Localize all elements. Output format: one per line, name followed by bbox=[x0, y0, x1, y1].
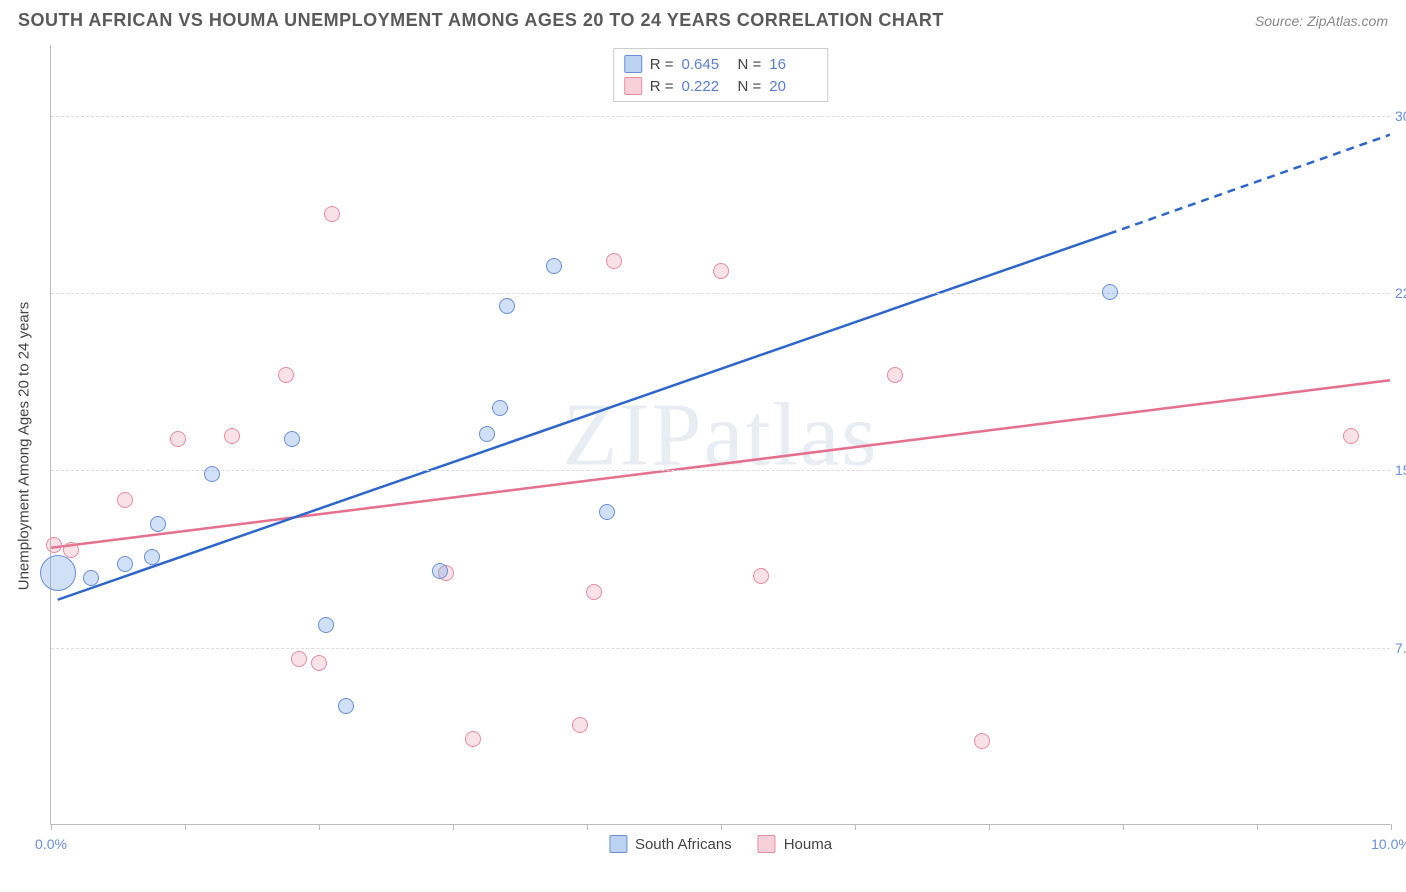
x-tick bbox=[1391, 824, 1392, 830]
legend-series-label: Houma bbox=[784, 836, 832, 853]
gridline-h bbox=[51, 293, 1390, 294]
data-point-south_africans bbox=[83, 570, 99, 586]
data-point-south_africans bbox=[599, 504, 615, 520]
data-point-houma bbox=[324, 206, 340, 222]
gridline-h bbox=[51, 116, 1390, 117]
data-point-south_africans bbox=[40, 555, 76, 591]
x-tick bbox=[989, 824, 990, 830]
gridline-h bbox=[51, 648, 1390, 649]
legend-series-item: Houma bbox=[758, 835, 832, 853]
data-point-houma bbox=[46, 537, 62, 553]
data-point-houma bbox=[117, 492, 133, 508]
chart-source: Source: ZipAtlas.com bbox=[1255, 13, 1388, 29]
data-point-houma bbox=[572, 717, 588, 733]
chart-header: SOUTH AFRICAN VS HOUMA UNEMPLOYMENT AMON… bbox=[18, 10, 1388, 31]
legend-swatch bbox=[624, 77, 642, 95]
y-tick-label: 7.5% bbox=[1395, 640, 1406, 656]
legend-correlation-row: R = 0.222 N = 20 bbox=[624, 75, 818, 97]
data-point-houma bbox=[63, 542, 79, 558]
data-point-south_africans bbox=[479, 426, 495, 442]
chart-title: SOUTH AFRICAN VS HOUMA UNEMPLOYMENT AMON… bbox=[18, 10, 944, 31]
legend-r-value: 0.645 bbox=[682, 56, 730, 73]
x-tick bbox=[587, 824, 588, 830]
legend-series: South Africans Houma bbox=[609, 835, 832, 853]
x-tick bbox=[855, 824, 856, 830]
data-point-houma bbox=[974, 733, 990, 749]
x-tick bbox=[721, 824, 722, 830]
data-point-houma bbox=[1343, 428, 1359, 444]
legend-r-label: R = bbox=[650, 56, 674, 73]
legend-n-value: 20 bbox=[769, 78, 817, 95]
trend-lines-svg bbox=[51, 45, 1390, 824]
data-point-houma bbox=[586, 584, 602, 600]
data-point-houma bbox=[465, 731, 481, 747]
data-point-south_africans bbox=[204, 466, 220, 482]
y-tick-label: 15.0% bbox=[1395, 462, 1406, 478]
trend-line bbox=[51, 380, 1390, 548]
data-point-houma bbox=[224, 428, 240, 444]
data-point-south_africans bbox=[318, 617, 334, 633]
data-point-houma bbox=[170, 431, 186, 447]
x-tick bbox=[51, 824, 52, 830]
data-point-south_africans bbox=[1102, 284, 1118, 300]
data-point-houma bbox=[291, 651, 307, 667]
x-tick-label: 0.0% bbox=[35, 836, 67, 852]
legend-correlation: R = 0.645 N = 16 R = 0.222 N = 20 bbox=[613, 48, 829, 102]
trend-line bbox=[58, 234, 1109, 600]
data-point-houma bbox=[278, 367, 294, 383]
data-point-south_africans bbox=[546, 258, 562, 274]
legend-swatch bbox=[624, 55, 642, 73]
data-point-south_africans bbox=[338, 698, 354, 714]
legend-swatch bbox=[758, 835, 776, 853]
data-point-south_africans bbox=[492, 400, 508, 416]
y-tick-label: 30.0% bbox=[1395, 108, 1406, 124]
data-point-south_africans bbox=[150, 516, 166, 532]
data-point-houma bbox=[606, 253, 622, 269]
data-point-houma bbox=[887, 367, 903, 383]
trend-line bbox=[1109, 135, 1390, 234]
legend-series-label: South Africans bbox=[635, 836, 732, 853]
data-point-south_africans bbox=[284, 431, 300, 447]
legend-n-label: N = bbox=[738, 56, 762, 73]
legend-n-value: 16 bbox=[769, 56, 817, 73]
data-point-houma bbox=[753, 568, 769, 584]
legend-r-value: 0.222 bbox=[682, 78, 730, 95]
data-point-houma bbox=[713, 263, 729, 279]
x-tick bbox=[319, 824, 320, 830]
legend-series-item: South Africans bbox=[609, 835, 732, 853]
y-tick-label: 22.5% bbox=[1395, 285, 1406, 301]
data-point-south_africans bbox=[499, 298, 515, 314]
data-point-south_africans bbox=[117, 556, 133, 572]
x-tick bbox=[1123, 824, 1124, 830]
y-axis-title: Unemployment Among Ages 20 to 24 years bbox=[16, 302, 33, 591]
data-point-south_africans bbox=[432, 563, 448, 579]
plot-area: ZIPatlas R =0.645N =16R =0.222N =20 Sout… bbox=[50, 45, 1390, 825]
legend-swatch bbox=[609, 835, 627, 853]
data-point-houma bbox=[311, 655, 327, 671]
x-tick bbox=[1257, 824, 1258, 830]
legend-n-label: N = bbox=[738, 78, 762, 95]
data-point-south_africans bbox=[144, 549, 160, 565]
x-tick-label: 10.0% bbox=[1371, 836, 1406, 852]
gridline-h bbox=[51, 470, 1390, 471]
x-tick bbox=[453, 824, 454, 830]
legend-correlation-row: R = 0.645 N = 16 bbox=[624, 53, 818, 75]
legend-r-label: R = bbox=[650, 78, 674, 95]
x-tick bbox=[185, 824, 186, 830]
